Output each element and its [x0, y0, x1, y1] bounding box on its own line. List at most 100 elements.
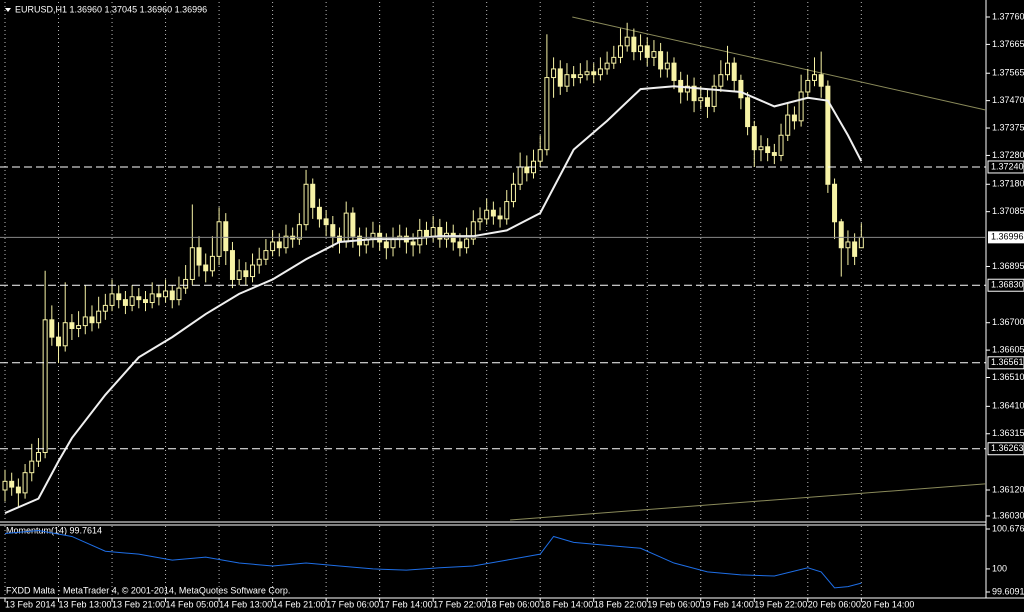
- x-tick-label: 13 Feb 2014: [5, 599, 56, 609]
- candle-body: [216, 221, 222, 257]
- level-label: 1.36830: [991, 280, 1024, 290]
- candle-body: [631, 36, 637, 53]
- candle-body: [838, 221, 844, 249]
- candle-body: [223, 221, 229, 252]
- y-tick-label: 1.36605: [992, 344, 1024, 354]
- y-tick-label: 1.37470: [992, 95, 1024, 105]
- x-tick-label: 14 Feb 05:00: [166, 599, 219, 609]
- x-tick-label: 14 Feb 13:00: [219, 599, 272, 609]
- candle-body: [390, 238, 396, 249]
- candle-body: [584, 71, 590, 76]
- footer: FXDD Malta - MetaTrader 4, © 2001-2014, …: [6, 585, 290, 595]
- x-tick-label: 18 Feb 06:00: [487, 599, 540, 609]
- candle-body: [671, 62, 677, 81]
- candle-body: [89, 316, 95, 324]
- y-tick-label: 1.37565: [992, 68, 1024, 78]
- y-tick-label: 1.36510: [992, 372, 1024, 382]
- candle-body: [49, 319, 55, 338]
- y-tick-label: 1.37280: [992, 150, 1024, 160]
- candle-body: [858, 236, 864, 249]
- y-tick-label: 1.36120: [992, 484, 1024, 494]
- candle-body: [791, 114, 797, 122]
- bid-label-box: [988, 231, 1024, 244]
- level-label-box: [987, 160, 1024, 174]
- candle-body: [29, 460, 35, 474]
- candle-body: [22, 472, 28, 494]
- candle-body: [651, 51, 657, 58]
- candle-body: [805, 79, 811, 93]
- x-tick-label: 17 Feb 22:00: [433, 599, 486, 609]
- candle-body: [229, 250, 235, 280]
- y-tick-label: 1.36700: [992, 317, 1024, 327]
- candle-body: [256, 258, 262, 266]
- candle-body: [725, 62, 731, 76]
- candle-body: [15, 486, 21, 494]
- candle-body: [798, 91, 804, 122]
- candle-body: [122, 299, 128, 306]
- candle-body: [263, 250, 269, 260]
- candle-body: [517, 166, 523, 185]
- bid-label: 1.36996: [991, 232, 1024, 242]
- x-tick-label: 19 Feb 14:00: [701, 599, 754, 609]
- candle-body: [109, 293, 115, 306]
- moving-average: [4, 85, 863, 514]
- candle-body: [718, 74, 724, 87]
- candle-body: [296, 224, 302, 240]
- candle-body: [457, 241, 463, 249]
- candle-body: [684, 85, 690, 93]
- y-tick-label: 1.36315: [992, 428, 1024, 438]
- candle-body: [310, 183, 316, 208]
- level-label-box: [987, 278, 1024, 292]
- candle-body: [183, 278, 189, 289]
- candle-body: [611, 56, 617, 64]
- candle-body: [617, 45, 623, 58]
- candle-body: [510, 183, 516, 203]
- candle-body: [243, 270, 249, 278]
- candle-body: [250, 264, 256, 278]
- candle-body: [350, 212, 356, 237]
- x-tick-label: 17 Feb 14:00: [380, 599, 433, 609]
- y-tick-label: 1.36895: [992, 261, 1024, 271]
- y-tick-label: 100: [992, 563, 1007, 573]
- x-tick-label: 13 Feb 21:00: [112, 599, 165, 609]
- candle-body: [704, 97, 710, 107]
- candle-body: [423, 229, 429, 237]
- candle-body: [745, 97, 751, 128]
- candle-body: [236, 270, 242, 280]
- candle-body: [169, 290, 175, 301]
- candle-body: [644, 45, 650, 58]
- candle-body: [571, 74, 577, 79]
- x-tick-label: 19 Feb 22:00: [754, 599, 807, 609]
- y-tick-label: 1.36410: [992, 401, 1024, 411]
- candle-body: [484, 209, 490, 220]
- candle-body: [437, 227, 443, 240]
- y-tick-label: 1.37760: [992, 11, 1024, 21]
- candle-body: [698, 97, 704, 102]
- candle-body: [564, 74, 570, 87]
- menu-arrow[interactable]: [5, 8, 11, 12]
- candle-body: [577, 74, 583, 79]
- x-tick-label: 18 Feb 14:00: [540, 599, 593, 609]
- candle-body: [778, 134, 784, 156]
- candle-body: [544, 77, 550, 151]
- candle-body: [490, 209, 496, 217]
- level-label-box: [987, 356, 1024, 370]
- level-label: 1.36561: [991, 357, 1024, 367]
- candle-body: [591, 71, 597, 76]
- x-tick-label: 13 Feb 13:00: [59, 599, 112, 609]
- candle-body: [69, 322, 75, 329]
- candle-body: [504, 201, 510, 220]
- candle-body: [658, 51, 664, 70]
- x-tick-label: 20 Feb 14:00: [861, 599, 914, 609]
- candle-body: [203, 264, 209, 272]
- candle-body: [818, 74, 824, 87]
- candle-body: [209, 255, 215, 272]
- candle-body: [156, 293, 162, 298]
- candle-body: [56, 336, 62, 347]
- candle-body: [189, 247, 195, 280]
- candle-body: [176, 287, 182, 301]
- candle-body: [845, 241, 851, 249]
- candle-body: [638, 45, 644, 53]
